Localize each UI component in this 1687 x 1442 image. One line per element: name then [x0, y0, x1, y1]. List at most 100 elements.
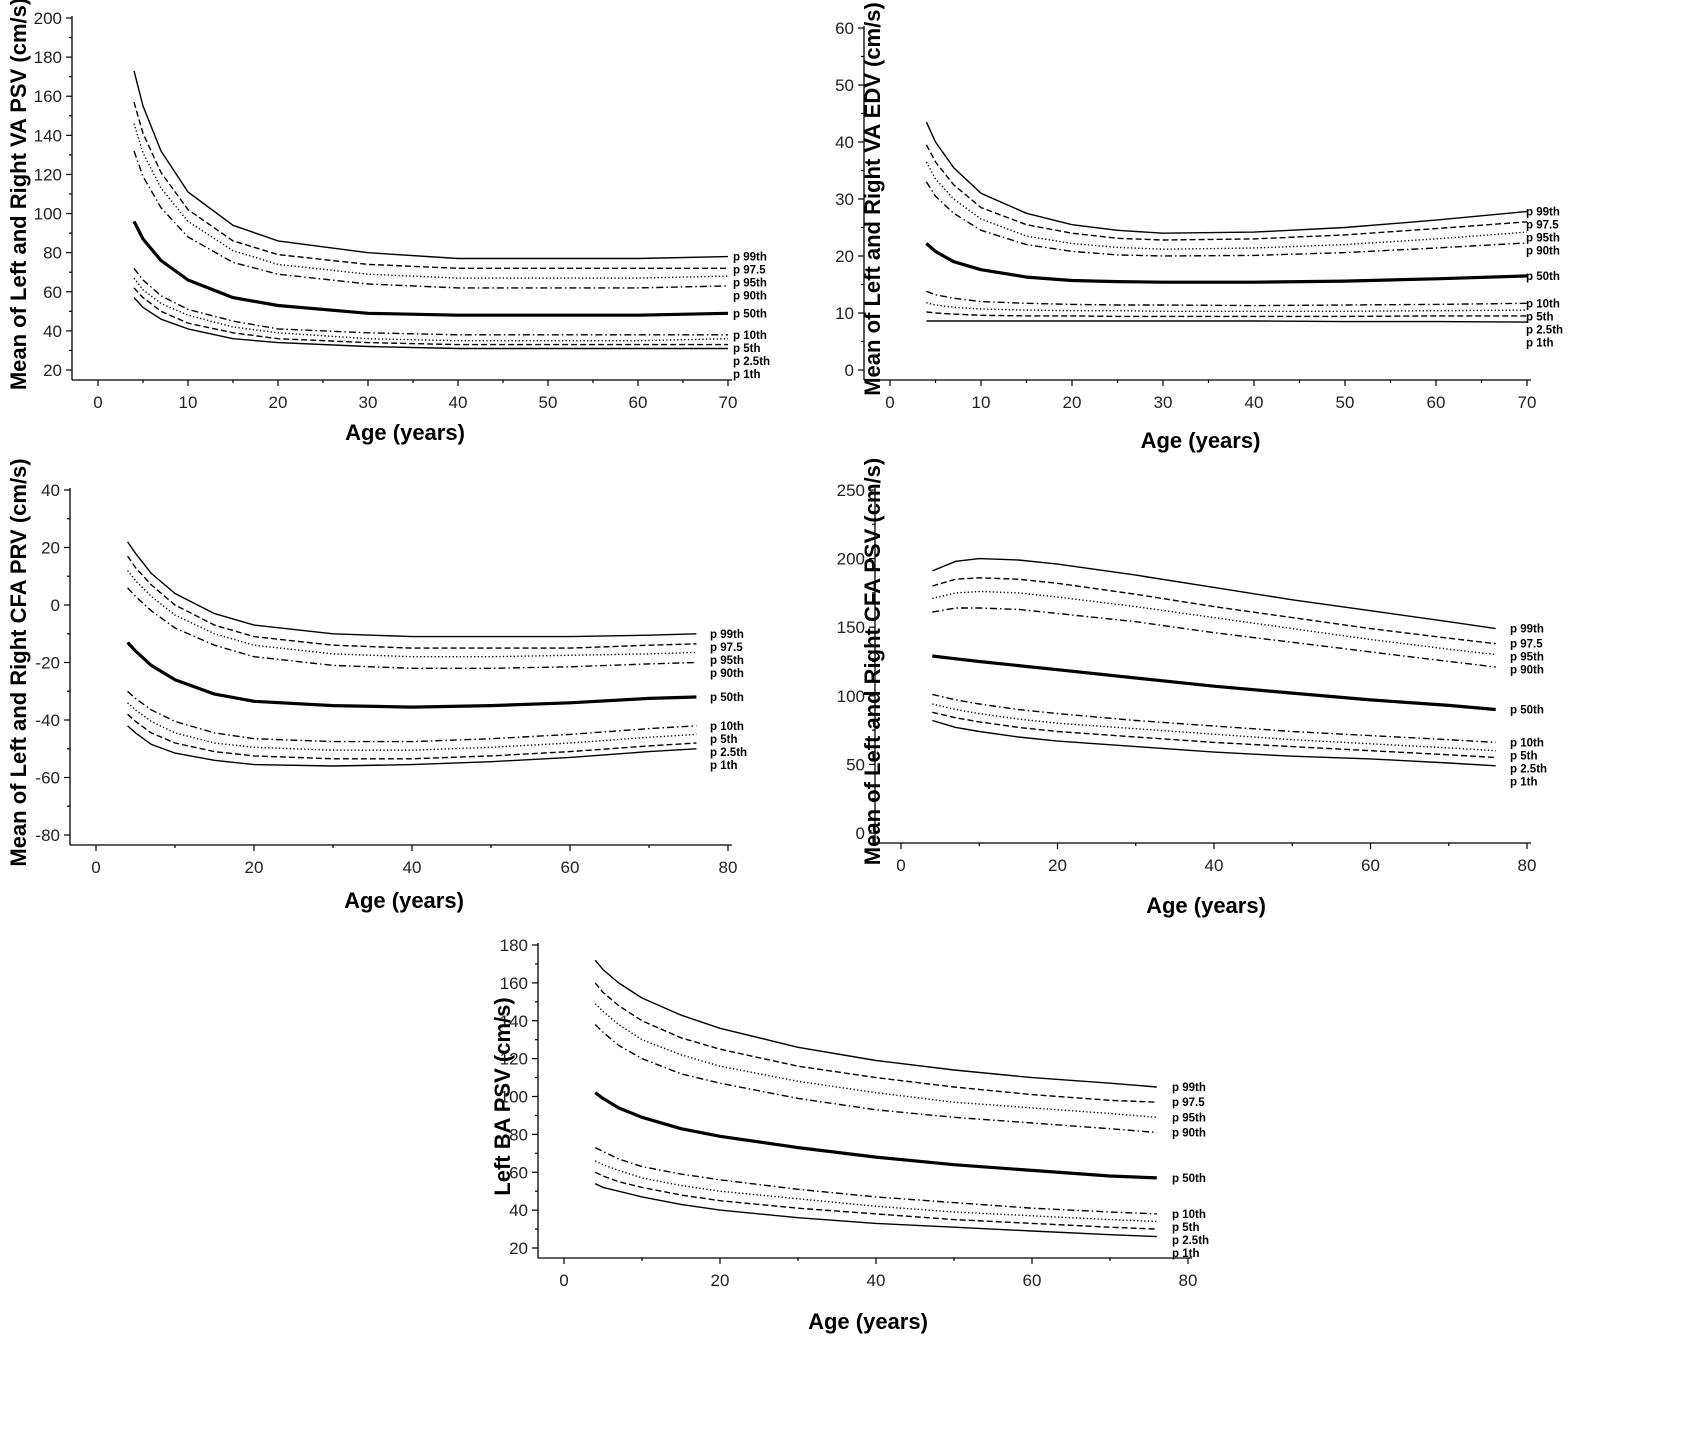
x-axis-title: Age (years)	[345, 420, 465, 445]
series-label: p 1th	[1510, 776, 1537, 788]
series-line-p-10th	[133, 267, 728, 336]
x-tick-label: 30	[1154, 393, 1173, 412]
y-tick-label: 140	[34, 126, 62, 145]
series-label: p 2.5th	[1172, 1235, 1209, 1247]
series-line-p-50th	[132, 220, 729, 317]
axes: 0 10 20 30 40 50 60 0 10 20 30 40 50 60 70 Age (years) M…	[835, 2, 1536, 453]
y-tick-label: 0	[856, 824, 865, 843]
series-label: p 99th	[1510, 624, 1544, 636]
series-label: p 5th	[1526, 311, 1553, 323]
series-label: p 2.5th	[733, 356, 770, 368]
series-label: p 90th	[1172, 1127, 1206, 1139]
y-tick-label: 80	[43, 244, 62, 263]
y-tick-label: 40	[43, 322, 62, 341]
series-line-p-90th	[932, 607, 1496, 668]
x-tick-label: 20	[711, 1271, 730, 1290]
x-tick-label: 50	[539, 393, 558, 412]
x-tick-label: 70	[1518, 393, 1537, 412]
series-line-p-95th	[925, 161, 1528, 250]
y-tick-label: 180	[500, 936, 528, 955]
x-tick-label: 20	[269, 393, 288, 412]
series-line-p-1th	[926, 320, 1528, 323]
series-label: p 10th	[1526, 298, 1560, 310]
y-tick-label: 200	[34, 9, 62, 28]
series-line-p-50th	[925, 242, 1528, 284]
y-tick-label: 80	[509, 1125, 528, 1144]
series-line-p-5th	[594, 1160, 1157, 1223]
y-axis-title: Mean of Left and Right VA PSV (cm/s)	[6, 0, 31, 390]
x-tick-label: 40	[1245, 393, 1264, 412]
series-line-p-50th	[594, 1091, 1157, 1180]
series-line-p-1th	[932, 719, 1496, 767]
y-tick-label: 20	[835, 247, 854, 266]
series-line-p-97-5	[133, 101, 728, 269]
series-label: p 2.5th	[1510, 763, 1547, 775]
series-line-p-95th	[133, 123, 729, 279]
series-line-p-1th	[594, 1182, 1157, 1238]
y-tick-label: 160	[500, 974, 528, 993]
series-label: p 90th	[733, 291, 767, 303]
series-label: p 97.5	[710, 642, 743, 654]
series-label: p 1th	[733, 369, 760, 381]
y-tick-label: -20	[35, 654, 60, 673]
cfa-prv-chart: -80 -60 -40 -20 0 20 40 0 20 40 60 80 Age (years) Mea…	[6, 458, 747, 913]
x-tick-label: 0	[896, 856, 905, 875]
axes: 20 40 60 80 100 120 140 160 180 0 20 40 60 80 Age (yea…	[490, 936, 1197, 1334]
x-tick-label: 0	[885, 393, 894, 412]
x-tick-label: 80	[719, 858, 738, 877]
axes: -80 -60 -40 -20 0 20 40 0 20 40 60 80 Age (years) Mea…	[6, 458, 737, 913]
axes: 0 50 100 150 200 250 0 20 40 60 80 Age (years) Mean …	[837, 458, 1537, 918]
series-label: p 5th	[710, 734, 737, 746]
series-line-p-97-5	[127, 555, 697, 649]
y-tick-label: 40	[41, 481, 60, 500]
series-label: p 90th	[710, 668, 744, 680]
series-line-p-2-5th	[594, 1171, 1157, 1230]
y-tick-label: 30	[835, 190, 854, 209]
series-label: p 50th	[1172, 1173, 1206, 1185]
series-line-p-10th	[127, 690, 697, 743]
x-tick-label: 70	[719, 393, 738, 412]
x-tick-label: 40	[1205, 856, 1224, 875]
x-axis-title: Age (years)	[344, 888, 464, 913]
y-axis-title: Left BA PSV (cm/s)	[490, 997, 515, 1195]
y-tick-label: 60	[509, 1163, 528, 1182]
series-line-p-99th	[594, 959, 1157, 1088]
ba-psv-chart: 20 40 60 80 100 120 140 160 180 0 20 40 60 80 Age (yea…	[490, 936, 1209, 1334]
series-label: p 99th	[1172, 1082, 1206, 1094]
series-label: p 10th	[710, 721, 744, 733]
x-tick-label: 20	[1063, 393, 1082, 412]
series-label: p 50th	[1526, 271, 1560, 283]
series-label: p 95th	[1510, 652, 1544, 664]
series-line-p-10th	[594, 1146, 1157, 1215]
series-line-p-5th	[127, 702, 697, 751]
x-tick-label: 40	[867, 1271, 886, 1290]
series-label: p 5th	[733, 343, 760, 355]
y-tick-label: -40	[35, 711, 60, 730]
series-label: p 95th	[733, 278, 767, 290]
series-line-p-2-5th	[133, 287, 728, 346]
series-line-p-99th	[127, 541, 697, 638]
series-label: p 1th	[1526, 337, 1553, 349]
series-label: p 99th	[733, 252, 767, 264]
series-line-p-2-5th	[932, 711, 1496, 759]
x-tick-label: 10	[179, 393, 198, 412]
cfa-psv-chart: 0 50 100 150 200 250 0 20 40 60 80 Age (years) Mean …	[837, 458, 1547, 918]
series-line-p-5th	[133, 277, 729, 342]
y-tick-label: 50	[835, 76, 854, 95]
series-line-p-99th	[133, 70, 729, 260]
series-line-p-2-5th	[127, 713, 697, 760]
y-axis-title: Mean of Left and Right VA EDV (cm/s)	[860, 2, 885, 396]
y-tick-label: 120	[500, 1050, 528, 1069]
series-line-p-95th	[932, 590, 1496, 656]
y-tick-label: 120	[34, 165, 62, 184]
x-tick-label: 40	[449, 393, 468, 412]
series-line-p-97-5	[594, 982, 1157, 1103]
series-label: p 97.5	[1172, 1097, 1205, 1109]
y-tick-label: -60	[35, 769, 60, 788]
y-tick-label: 20	[41, 539, 60, 558]
x-tick-label: 50	[1336, 393, 1355, 412]
x-tick-label: 60	[1361, 856, 1380, 875]
series-line-p-90th	[925, 181, 1528, 257]
